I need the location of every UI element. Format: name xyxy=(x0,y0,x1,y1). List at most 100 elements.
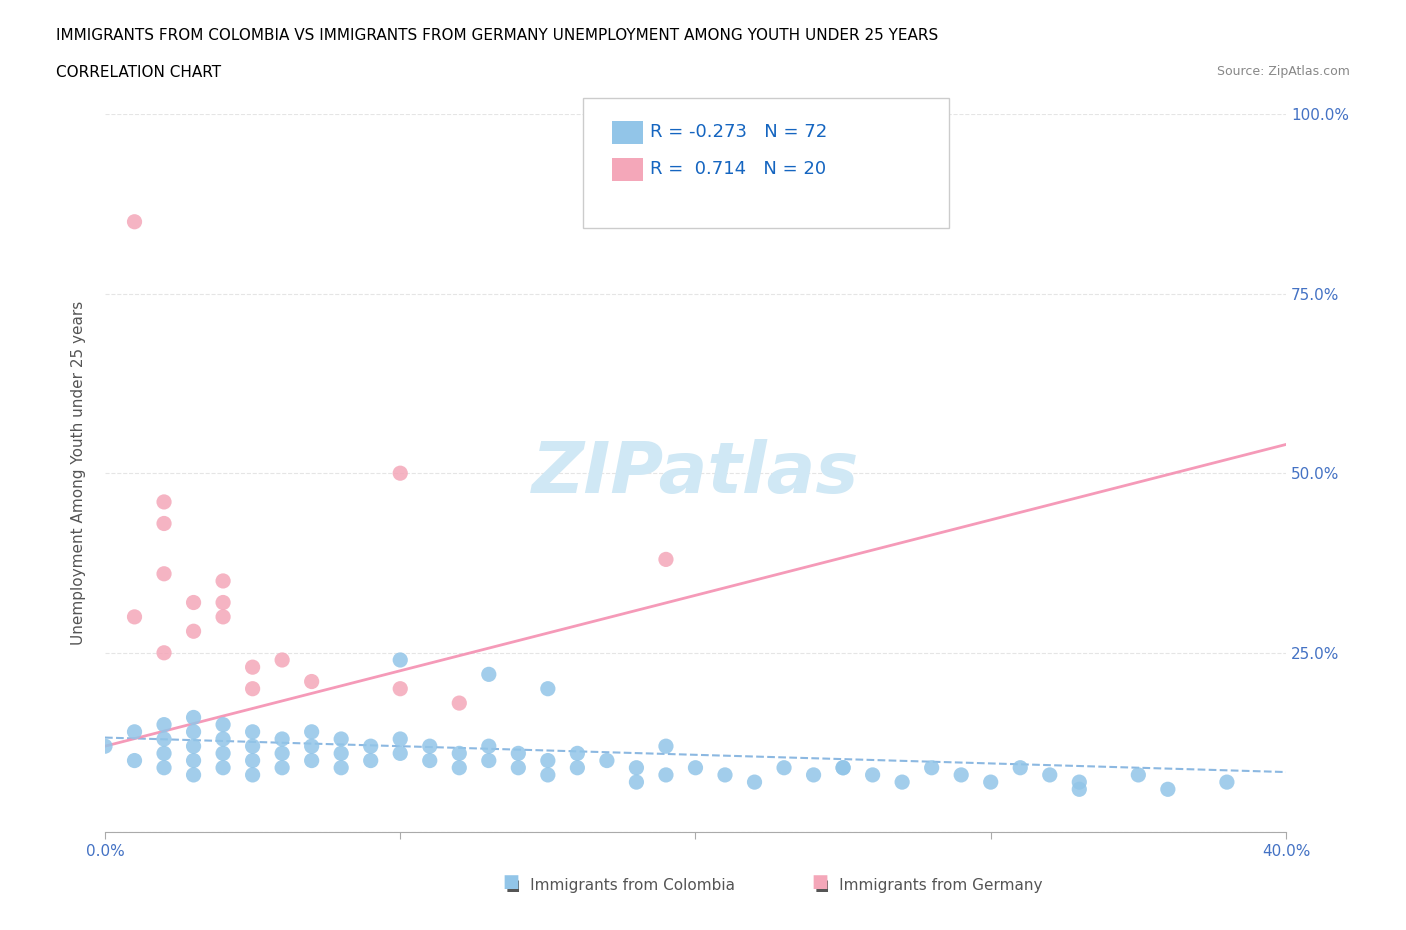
Point xyxy=(980,775,1002,790)
Point xyxy=(153,761,176,776)
Point xyxy=(301,753,323,768)
Point xyxy=(655,767,678,782)
Point xyxy=(478,667,501,682)
Point xyxy=(212,595,235,610)
Point xyxy=(419,738,441,753)
Text: Source: ZipAtlas.com: Source: ZipAtlas.com xyxy=(1216,65,1350,78)
Point xyxy=(183,595,205,610)
Point xyxy=(242,767,264,782)
Point xyxy=(212,717,235,732)
Point xyxy=(183,724,205,739)
Point xyxy=(862,767,884,782)
Point xyxy=(183,753,205,768)
Point xyxy=(773,761,796,776)
Point xyxy=(124,753,146,768)
Point xyxy=(389,466,412,481)
Point xyxy=(596,753,619,768)
Point xyxy=(1010,761,1032,776)
Point xyxy=(271,746,294,761)
Point xyxy=(212,574,235,589)
Point xyxy=(153,516,176,531)
Point xyxy=(242,753,264,768)
Point xyxy=(183,710,205,724)
Point xyxy=(212,609,235,624)
Point xyxy=(655,738,678,753)
Point xyxy=(153,746,176,761)
Point xyxy=(655,552,678,567)
Point xyxy=(94,738,117,753)
Y-axis label: Unemployment Among Youth under 25 years: Unemployment Among Youth under 25 years xyxy=(72,301,86,645)
Point xyxy=(803,767,825,782)
Point xyxy=(153,566,176,581)
Point xyxy=(183,767,205,782)
Point xyxy=(1039,767,1062,782)
Point xyxy=(567,746,589,761)
Point xyxy=(242,738,264,753)
Point xyxy=(183,738,205,753)
Point xyxy=(271,732,294,747)
Point xyxy=(389,682,412,697)
Point xyxy=(508,761,530,776)
Point xyxy=(301,674,323,689)
Point xyxy=(478,753,501,768)
Point xyxy=(537,682,560,697)
Point xyxy=(626,775,648,790)
Point xyxy=(1069,775,1091,790)
Point xyxy=(183,624,205,639)
Text: R =  0.714   N = 20: R = 0.714 N = 20 xyxy=(650,160,825,179)
Point xyxy=(212,761,235,776)
Text: ZIPatlas: ZIPatlas xyxy=(531,439,859,508)
Point xyxy=(153,645,176,660)
Point xyxy=(508,746,530,761)
Point xyxy=(330,732,353,747)
Text: ■: ■ xyxy=(811,873,828,891)
Point xyxy=(950,767,973,782)
Point xyxy=(389,653,412,668)
Point xyxy=(832,761,855,776)
Point xyxy=(891,775,914,790)
Point xyxy=(449,696,471,711)
Point xyxy=(330,761,353,776)
Point xyxy=(153,717,176,732)
Point xyxy=(242,659,264,674)
Point xyxy=(744,775,766,790)
Point xyxy=(301,724,323,739)
Point xyxy=(714,767,737,782)
Point xyxy=(478,738,501,753)
Point xyxy=(242,724,264,739)
Point xyxy=(449,746,471,761)
Point xyxy=(1157,782,1180,797)
Point xyxy=(212,746,235,761)
Point xyxy=(685,761,707,776)
Point xyxy=(537,767,560,782)
Point xyxy=(1069,782,1091,797)
Point xyxy=(389,732,412,747)
Point xyxy=(626,761,648,776)
Point xyxy=(271,653,294,668)
Point xyxy=(212,732,235,747)
Point xyxy=(921,761,943,776)
Point xyxy=(419,753,441,768)
Point xyxy=(449,761,471,776)
Point xyxy=(330,746,353,761)
Text: IMMIGRANTS FROM COLOMBIA VS IMMIGRANTS FROM GERMANY UNEMPLOYMENT AMONG YOUTH UND: IMMIGRANTS FROM COLOMBIA VS IMMIGRANTS F… xyxy=(56,28,938,43)
Point xyxy=(124,214,146,229)
Point xyxy=(537,753,560,768)
Text: ■  Immigrants from Germany: ■ Immigrants from Germany xyxy=(815,878,1043,893)
Point xyxy=(389,746,412,761)
Point xyxy=(124,724,146,739)
Point xyxy=(301,738,323,753)
Point xyxy=(153,732,176,747)
Point xyxy=(242,682,264,697)
Point xyxy=(567,761,589,776)
Text: ■: ■ xyxy=(502,873,519,891)
Point xyxy=(832,761,855,776)
Point xyxy=(1216,775,1239,790)
Text: CORRELATION CHART: CORRELATION CHART xyxy=(56,65,221,80)
Point xyxy=(1128,767,1150,782)
Point xyxy=(271,761,294,776)
Point xyxy=(360,753,382,768)
Point xyxy=(360,738,382,753)
Text: R = -0.273   N = 72: R = -0.273 N = 72 xyxy=(650,123,827,141)
Point xyxy=(124,609,146,624)
